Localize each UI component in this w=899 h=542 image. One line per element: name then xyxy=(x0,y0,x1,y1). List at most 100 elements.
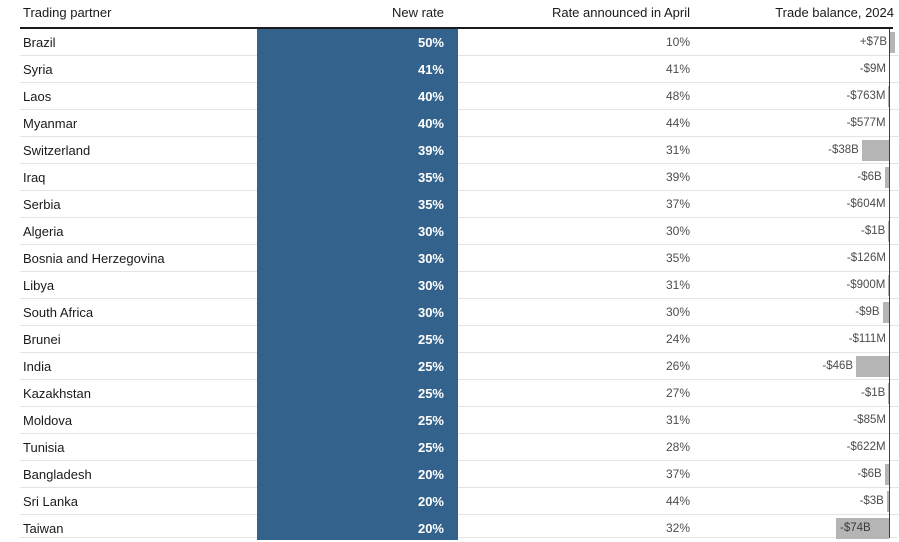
partner-label: Moldova xyxy=(23,413,73,428)
table-row: Iraq 35% 39% -$6B xyxy=(0,164,899,191)
row-separator xyxy=(20,298,899,299)
table-row: Laos 40% 48% -$763M xyxy=(0,83,899,110)
trade-balance-bar xyxy=(888,86,889,107)
new-rate-value: 30% xyxy=(417,224,444,239)
column-header-april-rate: Rate announced in April xyxy=(551,5,690,20)
column-header-new-rate: New rate xyxy=(391,5,444,20)
april-rate-value: 30% xyxy=(665,305,690,319)
trade-balance-bar xyxy=(888,383,889,404)
april-rate-value: 35% xyxy=(665,251,690,265)
trade-balance-zero-baseline xyxy=(889,29,890,538)
april-rate-value: 32% xyxy=(665,521,690,535)
new-rate-value: 25% xyxy=(417,440,444,455)
partner-label: Switzerland xyxy=(23,143,91,158)
table-row: Moldova 25% 31% -$85M xyxy=(0,407,899,434)
table-body: Brazil 50% 10% +$7B Syria 41% 41% -$9M Laos 40% 48… xyxy=(0,29,899,542)
row-separator xyxy=(20,271,899,272)
partner-label: South Africa xyxy=(23,305,94,320)
table-row: Brazil 50% 10% +$7B xyxy=(0,29,899,56)
new-rate-value: 20% xyxy=(417,521,444,536)
partner-label: Tunisia xyxy=(23,440,65,455)
row-separator xyxy=(20,352,899,353)
april-rate-value: 28% xyxy=(665,440,690,454)
new-rate-value: 35% xyxy=(417,170,444,185)
trade-balance-value: -$900M xyxy=(846,279,886,291)
column-header-trade-balance: Trade balance, 2024 xyxy=(775,5,894,20)
table-row: India 25% 26% -$46B xyxy=(0,353,899,380)
trade-balance-bar xyxy=(888,221,889,242)
table-row: Libya 30% 31% -$900M xyxy=(0,272,899,299)
trade-balance-value: -$3B xyxy=(859,495,884,507)
new-rate-value: 30% xyxy=(417,305,444,320)
row-separator xyxy=(20,55,899,56)
april-rate-value: 31% xyxy=(665,143,690,157)
new-rate-value: 50% xyxy=(417,35,444,50)
table-row: Sri Lanka 20% 44% -$3B xyxy=(0,488,899,515)
trade-balance-value: -$85M xyxy=(853,414,886,426)
trade-balance-value: -$6B xyxy=(857,171,882,183)
partner-label: Bangladesh xyxy=(23,467,92,482)
new-rate-value: 30% xyxy=(417,278,444,293)
table-row: Switzerland 39% 31% -$38B xyxy=(0,137,899,164)
partner-label: Serbia xyxy=(23,197,61,212)
new-rate-value: 41% xyxy=(417,62,444,77)
partner-label: Myanmar xyxy=(23,116,78,131)
partner-label: Libya xyxy=(23,278,55,293)
row-separator xyxy=(20,433,899,434)
row-separator xyxy=(20,190,899,191)
table-row: Syria 41% 41% -$9M xyxy=(0,56,899,83)
new-rate-value: 25% xyxy=(417,359,444,374)
trade-balance-value: -$74B xyxy=(840,522,871,534)
april-rate-value: 26% xyxy=(665,359,690,373)
new-rate-value: 25% xyxy=(417,386,444,401)
row-separator xyxy=(20,109,899,110)
trade-balance-value: -$9M xyxy=(859,63,886,75)
new-rate-value: 25% xyxy=(417,413,444,428)
row-separator xyxy=(20,514,899,515)
trade-balance-bar xyxy=(836,518,889,539)
trade-balance-bar xyxy=(861,140,889,161)
partner-label: Bosnia and Herzegovina xyxy=(23,251,165,266)
trade-balance-value: -$622M xyxy=(846,441,886,453)
partner-label: Laos xyxy=(23,89,52,104)
table-row: Brunei 25% 24% -$111M xyxy=(0,326,899,353)
new-rate-highlight-column xyxy=(257,29,458,540)
partner-label: Syria xyxy=(23,62,53,77)
april-rate-value: 27% xyxy=(665,386,690,400)
table-row: Bosnia and Herzegovina 30% 35% -$126M xyxy=(0,245,899,272)
row-separator xyxy=(20,325,899,326)
april-rate-value: 37% xyxy=(665,467,690,481)
trade-balance-value: -$604M xyxy=(846,198,886,210)
partner-label: India xyxy=(23,359,52,374)
new-rate-value: 40% xyxy=(417,89,444,104)
april-rate-value: 41% xyxy=(665,62,690,76)
trade-balance-value: -$111M xyxy=(848,333,886,345)
partner-label: Sri Lanka xyxy=(23,494,78,509)
partner-label: Kazakhstan xyxy=(23,386,91,401)
new-rate-value: 20% xyxy=(417,467,444,482)
row-separator xyxy=(20,82,899,83)
trade-balance-bar xyxy=(884,464,889,485)
trade-balance-value: -$1B xyxy=(861,225,886,237)
trade-balance-value: -$1B xyxy=(861,387,886,399)
new-rate-value: 35% xyxy=(417,197,444,212)
table-row: Tunisia 25% 28% -$622M xyxy=(0,434,899,461)
new-rate-value: 39% xyxy=(417,143,444,158)
new-rate-value: 40% xyxy=(417,116,444,131)
trade-balance-value: -$126M xyxy=(846,252,886,264)
bottom-rule xyxy=(20,537,897,538)
april-rate-value: 48% xyxy=(665,89,690,103)
table-row: South Africa 30% 30% -$9B xyxy=(0,299,899,326)
header-rule xyxy=(20,27,893,29)
row-separator xyxy=(20,163,899,164)
partner-label: Brunei xyxy=(23,332,61,347)
trade-balance-bar xyxy=(856,356,889,377)
trade-balance-value: -$46B xyxy=(822,360,854,372)
table-row: Myanmar 40% 44% -$577M xyxy=(0,110,899,137)
table-row: Bangladesh 20% 37% -$6B xyxy=(0,461,899,488)
row-separator xyxy=(20,217,899,218)
april-rate-value: 44% xyxy=(665,494,690,508)
partner-label: Iraq xyxy=(23,170,46,185)
table-row: Algeria 30% 30% -$1B xyxy=(0,218,899,245)
april-rate-value: 31% xyxy=(665,278,690,292)
